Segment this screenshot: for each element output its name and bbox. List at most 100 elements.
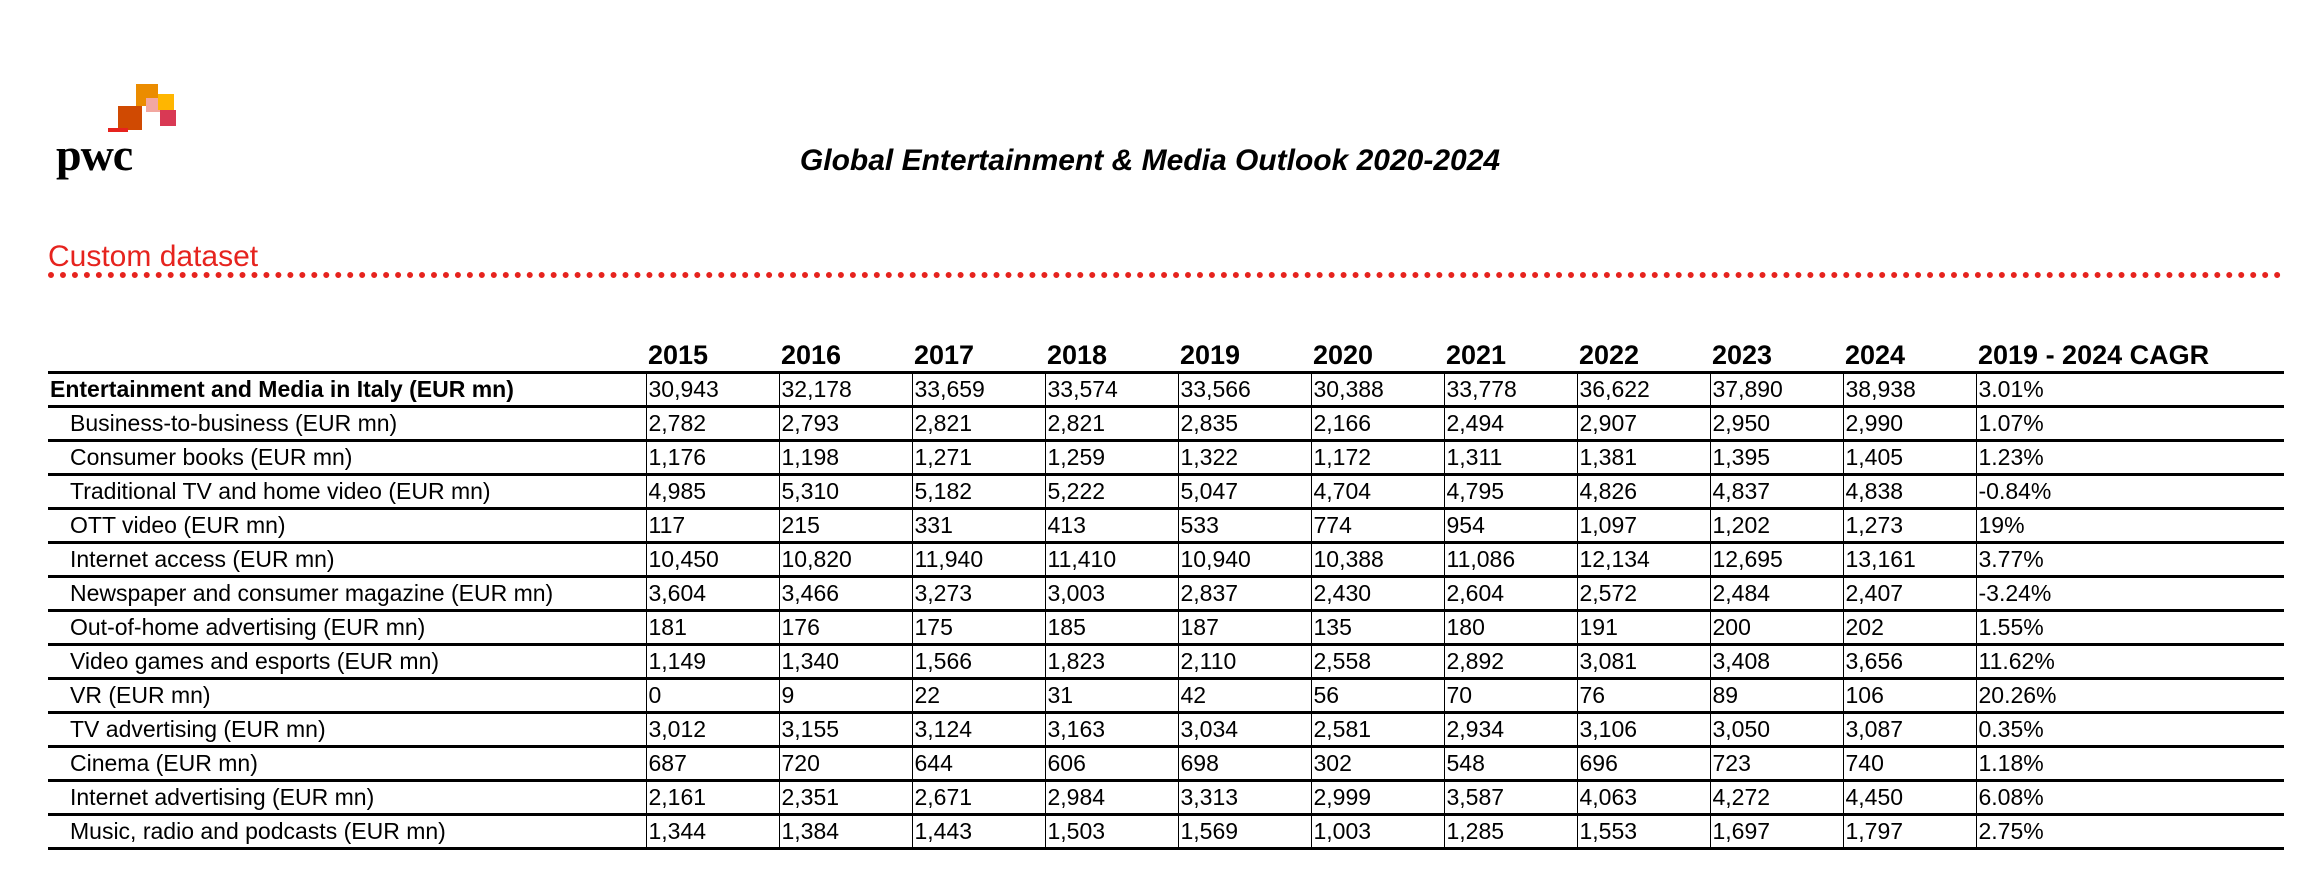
table-cell: 33,659 xyxy=(911,372,1045,408)
table-cell: 191 xyxy=(1576,610,1710,646)
table-cell: 2,821 xyxy=(911,406,1045,442)
data-table: 2015 2016 2017 2018 2019 2020 2021 2022 2023 2024… xyxy=(48,336,2284,850)
table-row: Newspaper and consumer magazine (EUR mn)… xyxy=(48,576,2284,612)
table-body: Entertainment and Media in Italy (EUR mn… xyxy=(48,372,2284,850)
table-cell: 3,656 xyxy=(1842,644,1976,680)
table-cell: 2,558 xyxy=(1310,644,1444,680)
row-label: Entertainment and Media in Italy (EUR mn… xyxy=(48,372,646,408)
table-cell: 2,604 xyxy=(1443,576,1577,612)
row-label: TV advertising (EUR mn) xyxy=(48,712,646,748)
table-cell: 740 xyxy=(1842,746,1976,782)
table-cell: 1,566 xyxy=(911,644,1045,680)
table-row: Traditional TV and home video (EUR mn) 4,… xyxy=(48,474,2284,510)
table-cell: 3,273 xyxy=(911,576,1045,612)
table-cell: 2,892 xyxy=(1443,644,1577,680)
table-cell: 32,178 xyxy=(778,372,912,408)
table-cell: 33,778 xyxy=(1443,372,1577,408)
table-cell: 4,838 xyxy=(1842,474,1976,510)
table-cell: 1,176 xyxy=(645,440,779,476)
table-cell: 1,569 xyxy=(1177,814,1311,850)
table-cell: 720 xyxy=(778,746,912,782)
logo-block-red xyxy=(118,106,142,130)
table-cell: 774 xyxy=(1310,508,1444,544)
table-cell: 19% xyxy=(1975,508,2284,544)
table-cell: 215 xyxy=(778,508,912,544)
table-cell: 1,259 xyxy=(1044,440,1178,476)
table-cell: 2,161 xyxy=(645,780,779,816)
logo-underline xyxy=(108,128,128,132)
table-cell: 37,890 xyxy=(1709,372,1843,408)
table-cell: 4,704 xyxy=(1310,474,1444,510)
logo-wordmark: pwc xyxy=(56,129,133,180)
table-cell: 2,984 xyxy=(1044,780,1178,816)
row-label: VR (EUR mn) xyxy=(48,678,646,714)
column-header: 2022 xyxy=(1577,336,1710,374)
table-cell: 2,581 xyxy=(1310,712,1444,748)
table-cell: 1,443 xyxy=(911,814,1045,850)
table-cell: 200 xyxy=(1709,610,1843,646)
table-cell: 175 xyxy=(911,610,1045,646)
row-label: Internet advertising (EUR mn) xyxy=(48,780,646,816)
row-label: Newspaper and consumer magazine (EUR mn) xyxy=(48,576,646,612)
table-cell: 6.08% xyxy=(1975,780,2284,816)
table-cell: 2,430 xyxy=(1310,576,1444,612)
table-cell: 176 xyxy=(778,610,912,646)
table-cell: 4,826 xyxy=(1576,474,1710,510)
table-cell: 1,198 xyxy=(778,440,912,476)
table-cell: 3,155 xyxy=(778,712,912,748)
table-cell: 723 xyxy=(1709,746,1843,782)
row-label: Business-to-business (EUR mn) xyxy=(48,406,646,442)
table-cell: 954 xyxy=(1443,508,1577,544)
table-cell: 1,823 xyxy=(1044,644,1178,680)
header-corner xyxy=(48,336,646,374)
table-cell: 1,271 xyxy=(911,440,1045,476)
table-cell: 3,163 xyxy=(1044,712,1178,748)
table-cell: 3.77% xyxy=(1975,542,2284,578)
table-cell: 1,405 xyxy=(1842,440,1976,476)
table-cell: 11,940 xyxy=(911,542,1045,578)
table-cell: 30,943 xyxy=(645,372,779,408)
table-cell: 2.75% xyxy=(1975,814,2284,850)
row-label: Video games and esports (EUR mn) xyxy=(48,644,646,680)
table-cell: 2,934 xyxy=(1443,712,1577,748)
table-cell: 2,407 xyxy=(1842,576,1976,612)
table-cell: 11,086 xyxy=(1443,542,1577,578)
table-cell: 11.62% xyxy=(1975,644,2284,680)
table-cell: 30,388 xyxy=(1310,372,1444,408)
table-cell: 1,340 xyxy=(778,644,912,680)
row-label: Internet access (EUR mn) xyxy=(48,542,646,578)
table-cell: 20.26% xyxy=(1975,678,2284,714)
table-cell: 135 xyxy=(1310,610,1444,646)
table-cell: 187 xyxy=(1177,610,1311,646)
table-cell: 698 xyxy=(1177,746,1311,782)
table-cell: 2,837 xyxy=(1177,576,1311,612)
table-row: Entertainment and Media in Italy (EUR mn… xyxy=(48,372,2284,408)
table-cell: 33,566 xyxy=(1177,372,1311,408)
logo-block-rose xyxy=(160,110,176,126)
table-cell: 12,134 xyxy=(1576,542,1710,578)
column-header: 2023 xyxy=(1710,336,1843,374)
table-row: Cinema (EUR mn) 687 720 644 606 698 302 548 696 7… xyxy=(48,746,2284,782)
table-cell: 42 xyxy=(1177,678,1311,714)
table-cell: 56 xyxy=(1310,678,1444,714)
table-cell: 9 xyxy=(778,678,912,714)
table-cell: 4,063 xyxy=(1576,780,1710,816)
table-cell: 10,940 xyxy=(1177,542,1311,578)
table-cell: 4,450 xyxy=(1842,780,1976,816)
table-cell: 1,172 xyxy=(1310,440,1444,476)
table-cell: 3,313 xyxy=(1177,780,1311,816)
table-cell: 1,381 xyxy=(1576,440,1710,476)
row-label: Out-of-home advertising (EUR mn) xyxy=(48,610,646,646)
table-cell: 1,553 xyxy=(1576,814,1710,850)
table-cell: 76 xyxy=(1576,678,1710,714)
table-cell: 10,450 xyxy=(645,542,779,578)
table-cell: 3,003 xyxy=(1044,576,1178,612)
column-header: 2016 xyxy=(779,336,912,374)
table-row: OTT video (EUR mn) 117 215 331 413 533 774 954 1… xyxy=(48,508,2284,544)
table-cell: 185 xyxy=(1044,610,1178,646)
table-row: Out-of-home advertising (EUR mn) 181 176 17… xyxy=(48,610,2284,646)
table-cell: 3,050 xyxy=(1709,712,1843,748)
table-cell: 2,990 xyxy=(1842,406,1976,442)
table-cell: 3,106 xyxy=(1576,712,1710,748)
table-cell: 89 xyxy=(1709,678,1843,714)
